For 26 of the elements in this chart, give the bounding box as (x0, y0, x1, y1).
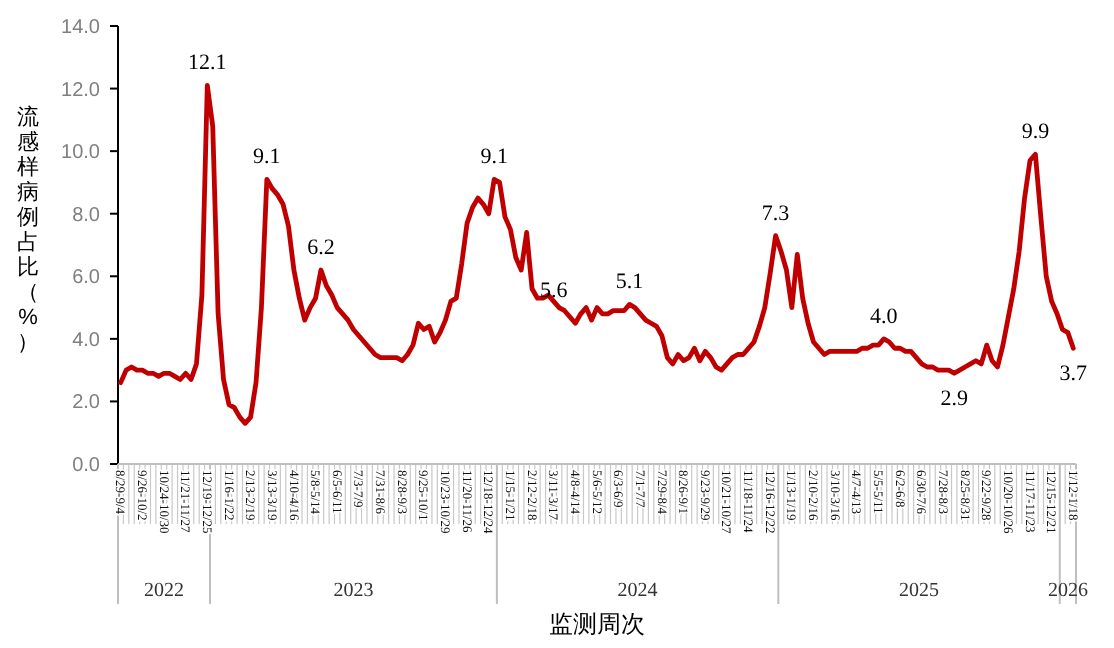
data-label: 9.1 (253, 145, 281, 170)
data-label: 9.9 (1021, 120, 1051, 145)
data-label: 12.1 (188, 51, 227, 76)
y-tick-label: 0.0 (72, 455, 101, 477)
x-axis-title: 监测周次 (549, 610, 645, 638)
text: 2025 (899, 580, 940, 602)
y-tick-label: 6.0 (72, 267, 101, 290)
data-label: 9.1 (480, 145, 508, 170)
y-tick-label: 10.0 (61, 142, 101, 165)
data-label: 3.7 (1059, 362, 1089, 387)
y-tick-label: 14.0 (61, 17, 101, 39)
text: 流感样病例占比（%） (17, 106, 39, 355)
text: 2022 (144, 580, 185, 602)
y-tick-label: 4.0 (72, 329, 101, 352)
text: 2023 (333, 580, 374, 602)
text: 2024 (617, 580, 658, 602)
y-tick-label: 8.0 (72, 204, 101, 227)
data-label: 5.1 (615, 270, 644, 295)
y-tick-label: 2.0 (72, 392, 101, 415)
data-label: 6.2 (307, 236, 335, 261)
text: 2026 (1047, 580, 1088, 602)
data-label: 2.9 (940, 387, 969, 412)
data-label: 5.6 (540, 278, 569, 303)
data-label: 7.3 (761, 201, 791, 226)
data-label: 4.0 (870, 304, 899, 329)
y-tick-label: 12.0 (61, 79, 101, 102)
